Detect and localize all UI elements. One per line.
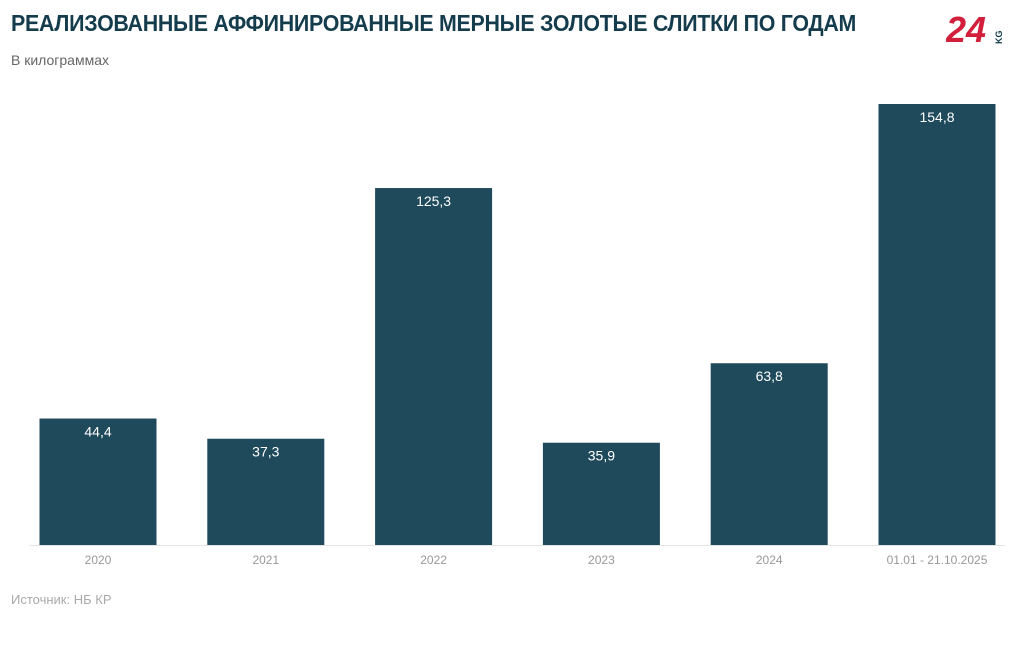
bar — [710, 363, 828, 545]
data-label: 35,9 — [588, 448, 615, 464]
source-note: Источник: НБ КР — [11, 592, 112, 607]
brand-logo: 24 KG — [945, 9, 1008, 51]
data-label: 125,3 — [416, 193, 451, 209]
bar — [878, 104, 996, 545]
x-tick-label: 2023 — [588, 553, 615, 567]
svg-text:24: 24 — [946, 12, 986, 46]
x-tick-label: 01.01 - 21.10.2025 — [887, 553, 988, 567]
svg-text:KG: KG — [994, 31, 1004, 45]
x-tick-label: 2021 — [252, 553, 279, 567]
bar — [39, 418, 157, 545]
chart-title: РЕАЛИЗОВАННЫЕ АФФИНИРОВАННЫЕ МЕРНЫЕ ЗОЛО… — [11, 10, 857, 36]
bar — [207, 438, 325, 545]
bar — [375, 188, 493, 545]
bar — [542, 442, 660, 545]
data-label: 37,3 — [252, 444, 279, 460]
x-tick-label: 2022 — [420, 553, 447, 567]
x-tick-label: 2020 — [85, 553, 112, 567]
chart-subtitle: В килограммах — [11, 52, 109, 68]
x-tick-label: 2024 — [756, 553, 783, 567]
data-label: 63,8 — [756, 368, 783, 384]
data-label: 154,8 — [919, 109, 954, 125]
data-label: 44,4 — [84, 424, 111, 440]
